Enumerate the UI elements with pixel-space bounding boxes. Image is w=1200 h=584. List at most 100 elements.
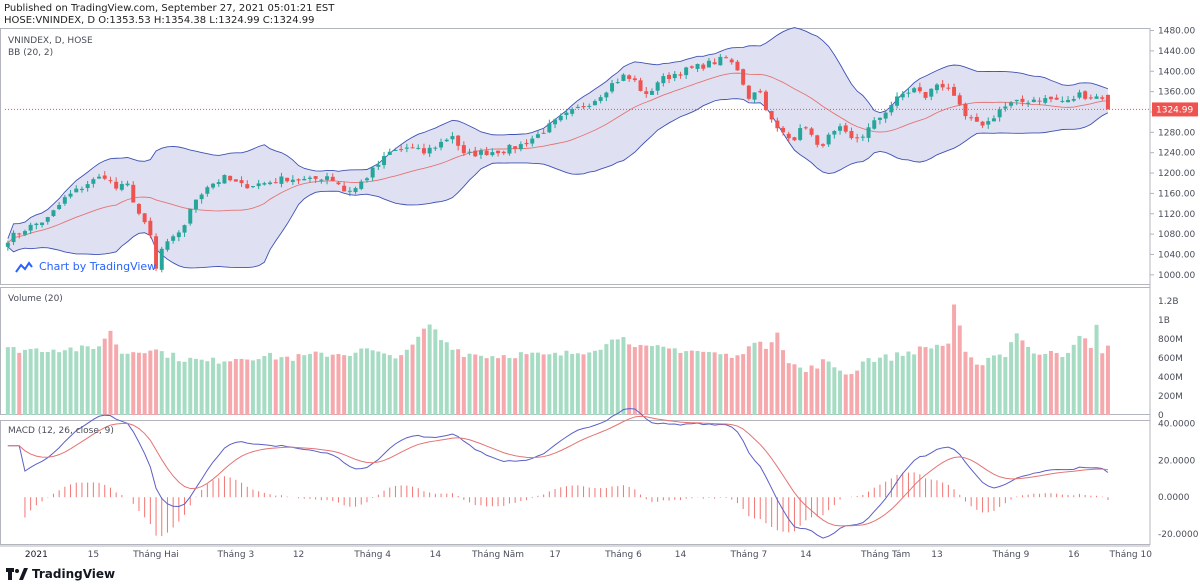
volume-bar	[667, 348, 672, 415]
volume-bar	[5, 347, 10, 415]
candle-body	[268, 182, 273, 185]
candle-body	[798, 128, 803, 140]
volume-bar	[695, 350, 700, 415]
candle-body	[131, 184, 136, 203]
time-tick-label: Tháng Năm	[471, 550, 524, 560]
volume-bar	[342, 355, 347, 415]
volume-bar	[570, 354, 575, 415]
candle-body	[182, 225, 187, 233]
volume-bar	[148, 350, 153, 415]
price-tick-label: 1400.00	[1158, 67, 1195, 77]
volume-bar	[290, 360, 295, 415]
volume-bar	[803, 371, 808, 415]
volume-bar	[627, 344, 632, 415]
volume-bar	[421, 328, 426, 415]
candle-body	[895, 96, 900, 106]
volume-bar	[410, 344, 415, 415]
tradingview-footer-logo[interactable]: TradingView	[6, 566, 115, 582]
candle-body	[724, 57, 729, 59]
time-tick-label: Tháng 7	[729, 550, 767, 560]
candle-body	[211, 183, 216, 188]
volume-bar	[638, 344, 643, 415]
candle-body	[1083, 91, 1088, 99]
candle-body	[22, 231, 27, 235]
volume-bar	[353, 352, 358, 415]
volume-bar	[154, 349, 159, 415]
volume-bar	[404, 349, 409, 415]
time-tick-label: 17	[549, 550, 560, 560]
candle-body	[376, 164, 381, 167]
volume-bar	[11, 347, 16, 415]
volume-bar	[815, 368, 820, 415]
volume-bar	[1009, 342, 1014, 415]
volume-bar	[929, 348, 934, 415]
volume-bar	[427, 324, 432, 415]
volume-bar	[969, 357, 974, 415]
candle-body	[159, 248, 164, 270]
volume-bar	[838, 370, 843, 415]
price-tick-label: 1440.00	[1158, 47, 1195, 57]
candle-body	[387, 151, 392, 155]
candle-body	[518, 144, 523, 150]
candle-body	[763, 91, 768, 111]
candle-body	[963, 103, 968, 117]
volume-bar	[946, 343, 951, 415]
volume-bar	[359, 348, 364, 415]
candle-body	[974, 116, 979, 122]
volume-bar	[1083, 338, 1088, 415]
volume-bar	[798, 367, 803, 415]
candle-body	[889, 105, 894, 113]
volume-bar	[222, 361, 227, 415]
macd-tick-label: 0.0000	[1158, 493, 1190, 503]
volume-bar	[193, 358, 198, 415]
time-tick-label: Tháng 3	[216, 550, 254, 560]
volume-bar	[952, 304, 957, 415]
candle-body	[530, 138, 535, 144]
volume-bar	[347, 355, 352, 415]
candle-body	[97, 176, 102, 179]
candle-body	[781, 127, 786, 133]
time-tick-label: 12	[293, 550, 304, 560]
candle-body	[712, 62, 717, 65]
volume-tick-label: 1B	[1158, 316, 1170, 326]
volume-bar	[575, 353, 580, 415]
candle-body	[142, 213, 147, 223]
candle-body	[5, 242, 10, 247]
candle-body	[604, 92, 609, 98]
candle-body	[228, 175, 233, 181]
volume-bar	[439, 340, 444, 415]
volume-bar	[809, 365, 814, 415]
candle-body	[627, 75, 632, 79]
candle-body	[946, 87, 951, 89]
price-tick-label: 1200.00	[1158, 169, 1195, 179]
time-tick-label: Tháng 10	[1109, 550, 1153, 560]
price-pane-title: VNINDEX, D, HOSE	[8, 36, 93, 46]
candle-body	[667, 74, 672, 80]
volume-bar	[980, 365, 985, 415]
candle-body	[1071, 98, 1076, 101]
volume-bar	[1088, 347, 1093, 415]
volume-tick-label: 0	[1158, 411, 1164, 421]
candle-body	[570, 109, 575, 114]
candle-body	[364, 178, 369, 181]
candle-body	[302, 178, 307, 181]
candle-body	[450, 136, 455, 140]
volume-bar	[558, 355, 563, 415]
volume-bar	[307, 354, 312, 415]
candle-body	[541, 132, 546, 134]
candle-body	[820, 144, 825, 146]
volume-bar	[843, 374, 848, 415]
volume-bar	[74, 351, 79, 415]
candle-body	[330, 176, 335, 181]
volume-bar	[205, 361, 210, 415]
candle-body	[199, 194, 204, 200]
macd-tick-label: 20.0000	[1158, 456, 1195, 466]
volume-bar	[387, 355, 392, 415]
tradingview-cloud-icon	[15, 260, 33, 273]
bb-lower-band	[7, 98, 1109, 269]
volume-bar	[131, 352, 136, 415]
candle-body	[456, 135, 461, 146]
price-tick-label: 1360.00	[1158, 88, 1195, 98]
volume-bar	[68, 347, 73, 415]
